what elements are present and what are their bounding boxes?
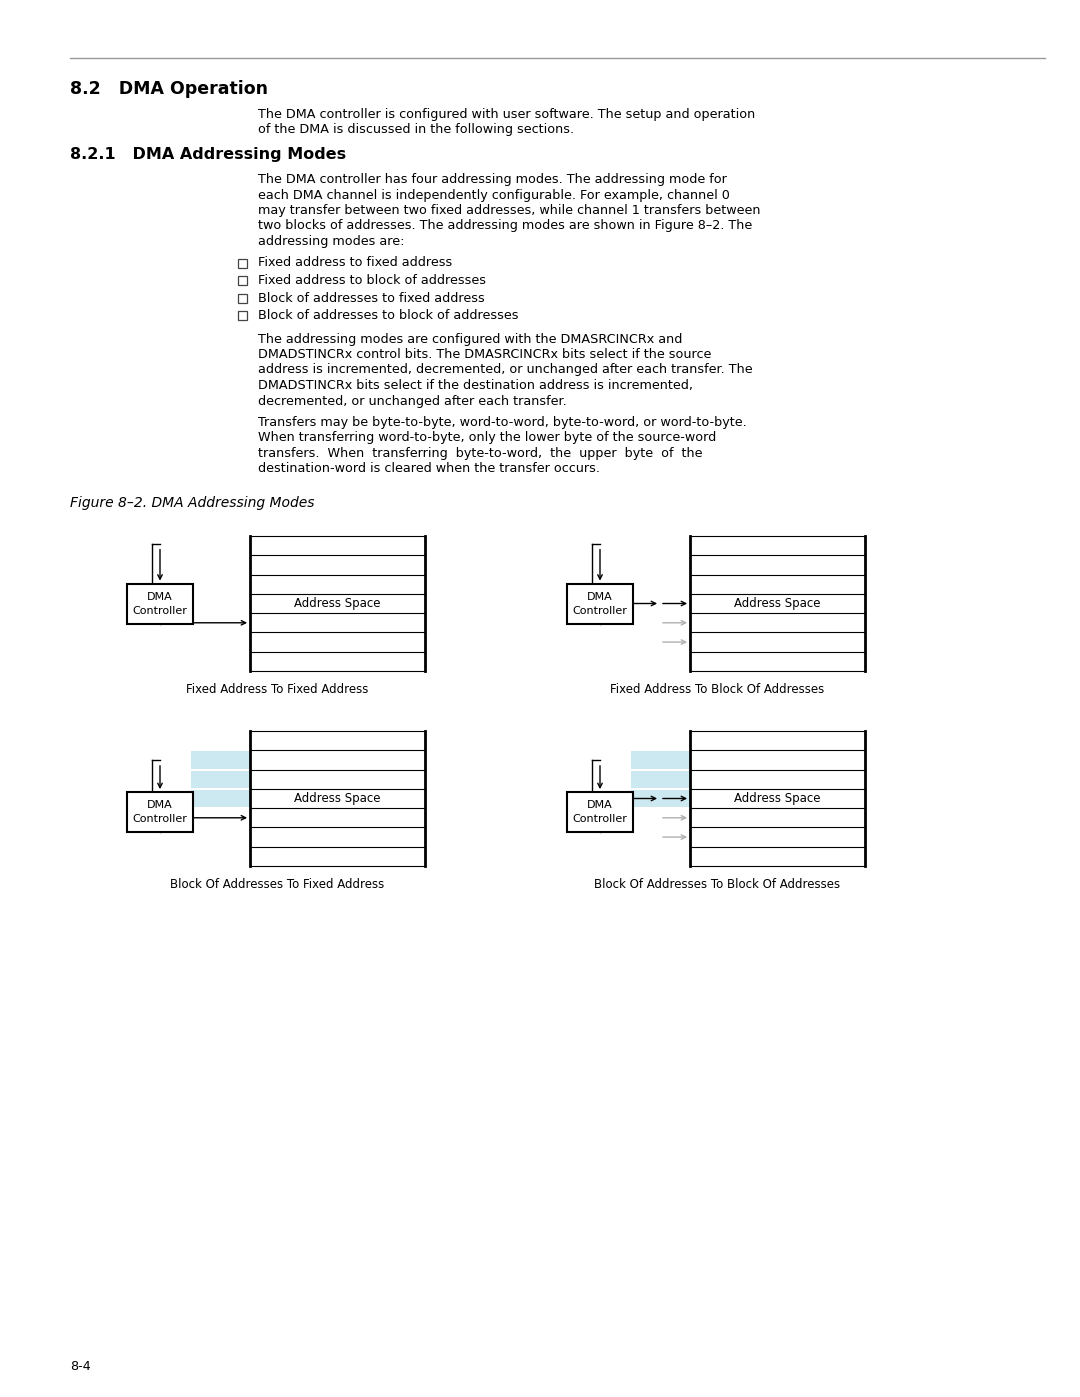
Text: Controller: Controller — [572, 814, 627, 824]
Bar — [238, 277, 247, 285]
Text: DMA: DMA — [147, 591, 173, 602]
Text: Controller: Controller — [133, 605, 188, 616]
Text: DMA: DMA — [588, 800, 612, 810]
Text: Fixed address to fixed address: Fixed address to fixed address — [258, 257, 453, 270]
Text: addressing modes are:: addressing modes are: — [258, 235, 405, 249]
Text: two blocks of addresses. The addressing modes are shown in Figure 8–2. The: two blocks of addresses. The addressing … — [258, 219, 753, 232]
Text: Address Space: Address Space — [294, 597, 381, 610]
Bar — [238, 312, 247, 320]
Text: Block of addresses to fixed address: Block of addresses to fixed address — [258, 292, 485, 305]
Text: decremented, or unchanged after each transfer.: decremented, or unchanged after each tra… — [258, 394, 567, 408]
Text: destination-word is cleared when the transfer occurs.: destination-word is cleared when the tra… — [258, 462, 600, 475]
Text: DMADSTINCRx control bits. The DMASRCINCRx bits select if the source: DMADSTINCRx control bits. The DMASRCINCR… — [258, 348, 712, 360]
Text: The addressing modes are configured with the DMASRCINCRx and: The addressing modes are configured with… — [258, 332, 683, 345]
Text: Address Space: Address Space — [734, 597, 821, 610]
Text: When transferring word-to-byte, only the lower byte of the source-word: When transferring word-to-byte, only the… — [258, 432, 716, 444]
Text: Controller: Controller — [572, 605, 627, 616]
Text: 8.2.1   DMA Addressing Modes: 8.2.1 DMA Addressing Modes — [70, 147, 346, 162]
Bar — [238, 293, 247, 303]
Bar — [631, 789, 690, 807]
Text: 8-4: 8-4 — [70, 1361, 91, 1373]
Text: Block Of Addresses To Block Of Addresses: Block Of Addresses To Block Of Addresses — [594, 877, 840, 891]
Bar — [631, 752, 690, 768]
Bar — [191, 752, 249, 768]
Text: Fixed address to block of addresses: Fixed address to block of addresses — [258, 274, 486, 286]
Bar — [238, 258, 247, 267]
Bar — [191, 771, 249, 788]
Text: The DMA controller is configured with user software. The setup and operation: The DMA controller is configured with us… — [258, 108, 755, 122]
Text: Address Space: Address Space — [734, 792, 821, 805]
Bar — [567, 584, 633, 623]
Text: Block of addresses to block of addresses: Block of addresses to block of addresses — [258, 309, 518, 321]
Text: Fixed Address To Block Of Addresses: Fixed Address To Block Of Addresses — [610, 683, 825, 696]
Text: Controller: Controller — [133, 814, 188, 824]
Text: DMADSTINCRx bits select if the destination address is incremented,: DMADSTINCRx bits select if the destinati… — [258, 379, 693, 393]
Text: Block Of Addresses To Fixed Address: Block Of Addresses To Fixed Address — [171, 877, 384, 891]
Text: each DMA channel is independently configurable. For example, channel 0: each DMA channel is independently config… — [258, 189, 730, 201]
Text: DMA: DMA — [588, 591, 612, 602]
Text: transfers.  When  transferring  byte-to-word,  the  upper  byte  of  the: transfers. When transferring byte-to-wor… — [258, 447, 702, 460]
Text: The DMA controller has four addressing modes. The addressing mode for: The DMA controller has four addressing m… — [258, 173, 727, 186]
Bar — [127, 792, 193, 833]
Text: Transfers may be byte-to-byte, word-to-word, byte-to-word, or word-to-byte.: Transfers may be byte-to-byte, word-to-w… — [258, 416, 746, 429]
Text: Fixed Address To Fixed Address: Fixed Address To Fixed Address — [187, 683, 368, 696]
Text: 8.2   DMA Operation: 8.2 DMA Operation — [70, 80, 268, 98]
Bar — [191, 789, 249, 807]
Bar — [127, 584, 193, 623]
Text: DMA: DMA — [147, 800, 173, 810]
Text: may transfer between two fixed addresses, while channel 1 transfers between: may transfer between two fixed addresses… — [258, 204, 760, 217]
Text: Figure 8–2. DMA Addressing Modes: Figure 8–2. DMA Addressing Modes — [70, 496, 314, 510]
Text: address is incremented, decremented, or unchanged after each transfer. The: address is incremented, decremented, or … — [258, 363, 753, 377]
Text: Address Space: Address Space — [294, 792, 381, 805]
Bar — [631, 771, 690, 788]
Bar — [567, 792, 633, 833]
Text: of the DMA is discussed in the following sections.: of the DMA is discussed in the following… — [258, 123, 575, 137]
